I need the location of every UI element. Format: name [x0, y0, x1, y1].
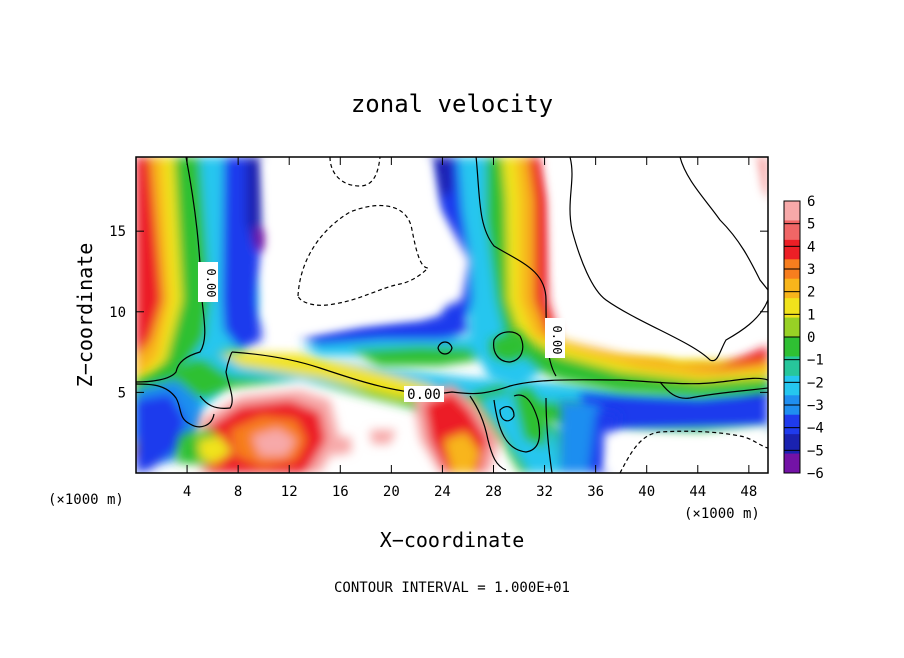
colorbar-label: −1 [807, 353, 824, 369]
colorbar-swatch [784, 375, 800, 396]
y-tick-label: 10 [109, 305, 126, 321]
x-axis-label: X−coordinate [380, 528, 525, 552]
contour-zero-left-jet [136, 157, 206, 383]
y-tick-label: 15 [109, 224, 126, 240]
left-plume-deepblue [246, 157, 262, 248]
colorbar-label: −2 [807, 375, 824, 391]
colorbar-label: 0 [807, 330, 815, 346]
colorbar-swatch [784, 337, 800, 357]
contour-label-left: 0.00 [204, 269, 218, 298]
contour-dashed-lower-right [619, 430, 768, 473]
contour-zero-far-right [679, 157, 768, 291]
colorbar: 6 5 4 3 2 1 0 −1 −2 −3 −4 −5 −6 [783, 194, 824, 482]
contour-label-center: 0.00 [407, 387, 441, 403]
right-jet [300, 157, 768, 396]
contour-dashed-top [329, 157, 381, 187]
x-unit-left: (×1000 m) [48, 492, 124, 508]
colorbar-label: −6 [807, 466, 824, 482]
contour-interval-footer: CONTOUR INTERVAL = 1.000E+01 [334, 580, 570, 596]
x-tick-label: 4 [183, 484, 191, 500]
x-tick-label: 16 [332, 484, 349, 500]
band-yellow [220, 352, 440, 398]
colorbar-label: −3 [807, 398, 824, 414]
colorbar-swatch [784, 220, 800, 241]
colorbar-label: −4 [807, 421, 824, 437]
x-tick-label: 20 [383, 484, 400, 500]
white-patch-right [548, 157, 768, 356]
contour-zero-lower-left [136, 383, 215, 428]
contour-zero-right-tail [659, 381, 768, 399]
colorbar-label: −5 [807, 443, 824, 459]
colorbar-swatch [784, 434, 800, 455]
colorbar-swatch [784, 317, 800, 338]
velocity-field [136, 157, 768, 473]
colorbar-swatch [784, 414, 800, 435]
contour-zero-small-loops [437, 341, 453, 355]
x-tick-label: 12 [281, 484, 298, 500]
contour-lines [136, 157, 768, 473]
colorbar-label: 3 [807, 262, 815, 278]
blob-lower-left-yellow [198, 436, 232, 464]
blob-center-orange [444, 432, 480, 473]
contour-zero-small-loop2 [499, 406, 515, 422]
jet-deepblue [432, 157, 452, 200]
contour-labels: 0.00 0.00 0.00 [198, 262, 565, 403]
contour-zero-center-right [469, 395, 507, 471]
jet-yellow-right [480, 157, 768, 390]
jet-mid-blue [300, 310, 470, 346]
contour-dashed-mid [297, 205, 430, 306]
colorbar-swatch [784, 278, 800, 299]
x-tick-label: 44 [689, 484, 706, 500]
contour-zero-band [231, 351, 768, 395]
white-patch-lower-right [604, 426, 768, 473]
left-plume-violet [254, 228, 266, 252]
band-blue-lower-left [136, 394, 186, 473]
white-patch-top [262, 157, 470, 336]
contour-zero-lower [199, 351, 233, 409]
blob-pink-small2 [370, 430, 396, 444]
colorbar-label: 2 [807, 285, 815, 301]
x-tick-label: 32 [536, 484, 553, 500]
x-tick-label: 28 [485, 484, 502, 500]
colorbar-swatch [784, 453, 800, 474]
x-unit-right: (×1000 m) [684, 506, 760, 522]
x-tick-label: 24 [434, 484, 451, 500]
blob-lower-left-pink2 [252, 428, 296, 456]
jet-mid-green [350, 346, 480, 366]
colorbar-label: 1 [807, 307, 815, 323]
colorbar-swatch [784, 356, 800, 377]
contour-zero-right-lower [545, 397, 553, 473]
contour-zero-right-white [569, 157, 768, 362]
jet-pink-top-right [754, 157, 768, 200]
x-tick-label: 48 [740, 484, 757, 500]
colorbar-label: 5 [807, 217, 815, 233]
chart-title: zonal velocity [351, 90, 553, 118]
contour-label-right: 0.00 [550, 326, 564, 355]
jet-green-right [470, 157, 768, 396]
plot-frame [135, 156, 769, 474]
blob-pink-small [330, 436, 352, 456]
x-axis-ticks: 4 8 12 16 20 24 28 32 36 40 44 48 [183, 157, 757, 500]
jet-cyan [440, 157, 540, 390]
colorbar-swatch [784, 201, 800, 221]
y-axis-label: Z−coordinate [73, 243, 97, 388]
x-tick-label: 8 [234, 484, 242, 500]
white-patches [262, 157, 768, 473]
y-axis-ticks: 5 10 15 [109, 224, 768, 401]
x-tick-label: 40 [638, 484, 655, 500]
contour-zero-right-jet [493, 394, 541, 453]
lower-blobs [176, 330, 620, 473]
band-blue-right [580, 388, 768, 432]
contour-zero-center-blob [493, 331, 524, 363]
colorbar-swatch [784, 298, 800, 319]
colorbar-label: 4 [807, 239, 815, 255]
colorbar-swatch [784, 239, 800, 260]
x-tick-label: 36 [587, 484, 604, 500]
colorbar-label: 6 [807, 194, 815, 210]
y-tick-label: 5 [118, 385, 126, 401]
